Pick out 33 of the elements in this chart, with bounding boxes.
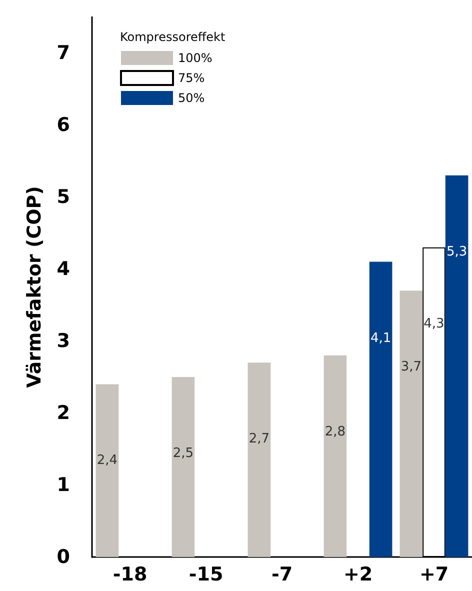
legend-title: Kompressoreffekt: [120, 30, 226, 44]
y-tick-label: 5: [56, 186, 70, 208]
y-tick-label: 3: [56, 330, 70, 352]
data-label: 4,1: [370, 330, 392, 346]
data-label: 2,7: [248, 432, 270, 447]
bar: [324, 355, 347, 557]
data-label: 3,7: [400, 360, 422, 375]
data-label: 4,3: [424, 316, 444, 332]
x-tick-label: -15: [188, 564, 224, 586]
bar: [248, 362, 271, 557]
data-label: 2,8: [324, 424, 346, 440]
bar: [369, 262, 392, 557]
y-tick-label: 1: [56, 474, 70, 496]
bar: [96, 384, 119, 557]
legend-label: 50%: [178, 91, 205, 105]
legend-label: 75%: [178, 71, 205, 85]
y-tick-label: 7: [56, 42, 70, 64]
x-tick-label: +7: [419, 564, 449, 586]
x-tick-label: +2: [343, 564, 373, 586]
y-tick-label: 0: [56, 546, 70, 568]
x-tick-label: -18: [112, 564, 148, 586]
bar: [400, 290, 423, 557]
data-label: 2,4: [96, 453, 118, 468]
legend-label: 100%: [178, 51, 212, 65]
x-tick-label: -7: [271, 564, 293, 586]
y-tick-label: 2: [56, 402, 70, 424]
y-tick-label: 6: [56, 114, 70, 136]
bar: [172, 377, 195, 557]
y-axis-title: Värmefaktor (COP): [24, 186, 46, 388]
data-label: 5,3: [446, 244, 468, 260]
bar: [445, 175, 468, 557]
y-tick-label: 4: [56, 258, 70, 280]
data-label: 2,5: [172, 446, 194, 461]
